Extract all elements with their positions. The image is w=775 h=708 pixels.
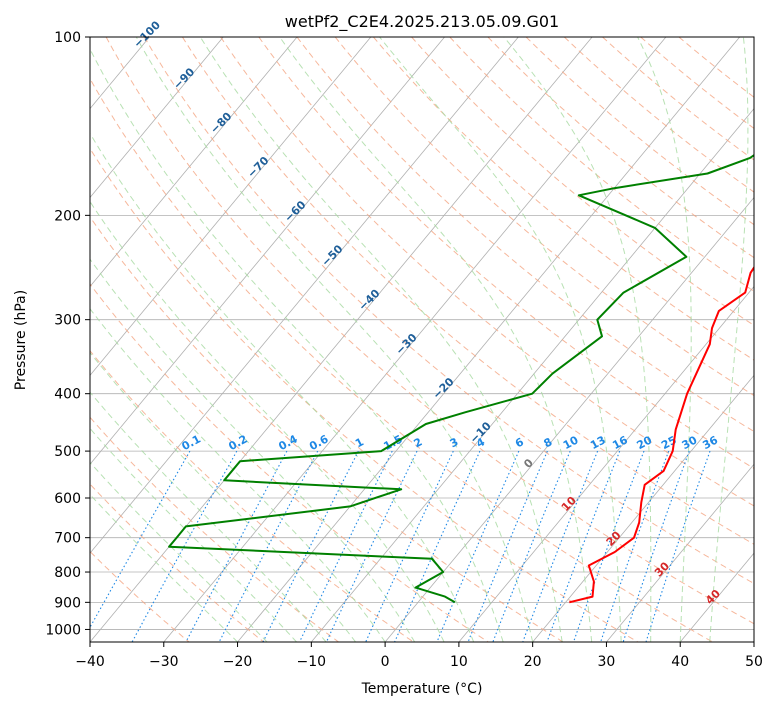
moist-adiabat-line (379, 37, 622, 642)
dry-adiabat-line (105, 37, 754, 625)
y-tick-label: 400 (54, 387, 81, 403)
series-layer (168, 153, 754, 604)
moist-adiabat-line (279, 37, 593, 642)
mixing-ratio-label: 20 (635, 433, 655, 452)
plot-frame (89, 36, 755, 643)
moist-adiabat-line (90, 493, 238, 642)
moist-adiabat-line (90, 351, 356, 642)
y-axis: 100 200 300 400 500 600 700 800 900 1000 (45, 30, 90, 638)
x-tick-label: −20 (223, 654, 253, 670)
mixing-ratio-line (299, 450, 393, 642)
y-tick-label: 900 (54, 595, 81, 611)
chart-title: wetPf2_C2E4.2025.213.05.09.G01 (285, 12, 559, 32)
moist-adiabat-line (90, 48, 504, 642)
mixing-ratio-line (365, 450, 454, 642)
isotherm-line (90, 37, 445, 465)
x-axis: −40 −30 −20 −10 0 10 20 30 40 50 (75, 642, 763, 670)
moist-adiabat-line (199, 37, 563, 642)
moist-adiabat-line (637, 37, 692, 642)
x-tick-label: 0 (381, 654, 390, 670)
mixing-ratio-line (218, 450, 319, 642)
mixing-ratio-line (522, 450, 599, 642)
mixing-ratio-line (622, 450, 690, 642)
y-tick-label: 200 (54, 208, 81, 224)
mixing-ratio-line (185, 450, 288, 642)
isotherm-line (90, 37, 224, 199)
dry-adiabat-line (143, 37, 754, 585)
y-axis-label: Pressure (hPa) (13, 290, 29, 390)
dry-adiabat-line (411, 37, 754, 326)
y-tick-label: 100 (54, 30, 81, 46)
moist-adiabat-line (90, 132, 475, 642)
isotherm-line (90, 37, 372, 376)
moist-adiabat-line (503, 37, 652, 642)
x-tick-label: 40 (671, 654, 689, 670)
isotherm-line (606, 463, 754, 642)
x-tick-label: −10 (297, 654, 327, 670)
mixing-ratio-label: 16 (610, 433, 630, 452)
x-tick-label: 10 (450, 654, 468, 670)
x-axis-label: Temperature (°C) (361, 681, 483, 697)
mixing-ratio-label: 13 (588, 433, 608, 452)
isotherm-line (237, 37, 741, 642)
dry-adiabat-line (90, 216, 564, 642)
mixing-ratio-line (467, 450, 548, 642)
isotherm-line (90, 37, 298, 288)
isotherm-line (532, 374, 754, 642)
mixing-ratio-label: 36 (700, 433, 720, 452)
moist-adiabat-line (90, 391, 327, 642)
mixing-ratio-line (546, 450, 621, 642)
dry-adiabat-line (90, 147, 639, 642)
isotherm-line (384, 196, 754, 642)
y-tick-label: 700 (54, 531, 81, 547)
isotherm-line (163, 37, 667, 642)
dry-adiabat-line (90, 483, 265, 642)
mixing-ratio-line (325, 450, 418, 642)
moist-adiabat-line (135, 37, 534, 642)
mixing-ratio-label: 10 (561, 433, 581, 452)
x-tick-label: 30 (598, 654, 616, 670)
dry-adiabat-line (90, 416, 339, 642)
mixing-ratio-line (131, 450, 238, 642)
dry-adiabat-line (90, 77, 713, 642)
temperature-profile-line (569, 265, 754, 604)
y-tick-label: 800 (54, 565, 81, 581)
y-tick-label: 600 (54, 491, 81, 507)
mixing-ratio-line (600, 450, 670, 642)
x-tick-label: −40 (75, 654, 105, 670)
moist-adiabat-line (90, 258, 416, 642)
dry-adiabat-line (90, 350, 414, 642)
dry-adiabat-line (90, 283, 489, 642)
x-tick-label: −30 (149, 654, 179, 670)
mixing-ratio-line (492, 450, 571, 642)
dry-adiabat-line (296, 37, 754, 433)
mixing-ratio-line (262, 450, 359, 642)
y-tick-label: 500 (54, 444, 81, 460)
moist-adiabat-line (709, 37, 749, 642)
y-tick-label: 300 (54, 313, 81, 329)
dry-adiabat-line (373, 37, 754, 361)
moist-adiabat-line (90, 308, 386, 642)
dewpoint-profile-line (168, 153, 754, 604)
y-tick-label: 1000 (45, 622, 81, 638)
mixing-ratio-label: 30 (680, 433, 700, 452)
dry-adiabat-line (181, 37, 754, 545)
dry-adiabat-line (334, 37, 754, 397)
x-tick-label: 50 (745, 654, 763, 670)
x-tick-label: 20 (524, 654, 542, 670)
mixing-ratio-line (90, 450, 191, 629)
isotherm-line (90, 37, 519, 554)
mixing-ratio-line (645, 450, 711, 642)
mixing-ratio-line (572, 450, 645, 642)
